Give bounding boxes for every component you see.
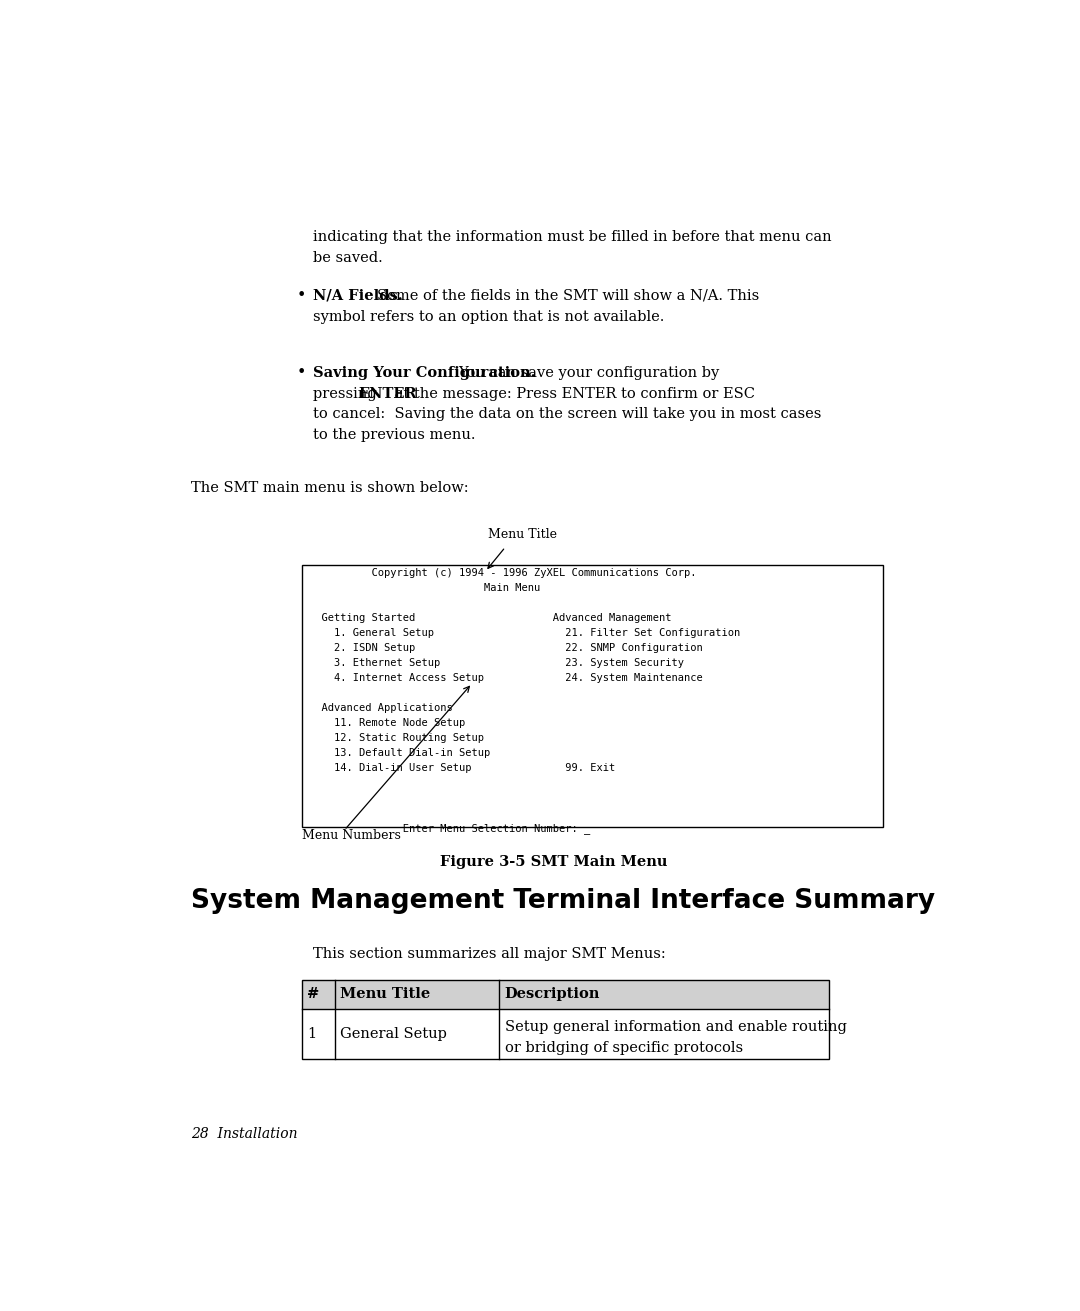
Text: indicating that the information must be filled in before that menu can: indicating that the information must be … (313, 231, 832, 244)
Text: You can save your configuration by: You can save your configuration by (458, 366, 719, 380)
Text: ENTER: ENTER (359, 387, 417, 401)
Text: 14. Dial-in User Setup               99. Exit: 14. Dial-in User Setup 99. Exit (309, 763, 616, 773)
Text: 12. Static Routing Setup: 12. Static Routing Setup (309, 733, 484, 743)
Text: 2. ISDN Setup                        22. SNMP Configuration: 2. ISDN Setup 22. SNMP Configuration (309, 644, 703, 653)
Text: at the message: Press ENTER to confirm or ESC: at the message: Press ENTER to confirm o… (390, 387, 755, 401)
Text: 28  Installation: 28 Installation (191, 1126, 297, 1141)
Text: Figure 3-5 SMT Main Menu: Figure 3-5 SMT Main Menu (440, 855, 667, 869)
Text: Menu Numbers: Menu Numbers (301, 829, 401, 842)
Bar (301, 979, 828, 1009)
Text: General Setup: General Setup (340, 1027, 447, 1041)
Text: Main Menu: Main Menu (309, 583, 541, 593)
Text: to cancel:  Saving the data on the screen will take you in most cases: to cancel: Saving the data on the screen… (313, 408, 822, 421)
Text: to the previous menu.: to the previous menu. (313, 429, 476, 442)
Text: symbol refers to an option that is not available.: symbol refers to an option that is not a… (313, 309, 664, 324)
Text: 4. Internet Access Setup             24. System Maintenance: 4. Internet Access Setup 24. System Main… (309, 674, 703, 683)
Bar (301, 979, 828, 1059)
Text: Copyright (c) 1994 - 1996 ZyXEL Communications Corp.: Copyright (c) 1994 - 1996 ZyXEL Communic… (309, 568, 697, 578)
Text: 1. General Setup                     21. Filter Set Configuration: 1. General Setup 21. Filter Set Configur… (309, 628, 741, 638)
Text: 11. Remote Node Setup: 11. Remote Node Setup (309, 718, 465, 729)
Text: Enter Menu Selection Number: _: Enter Menu Selection Number: _ (309, 823, 591, 834)
Text: #: # (307, 987, 320, 1002)
Text: pressing: pressing (313, 387, 381, 401)
Text: 3. Ethernet Setup                    23. System Security: 3. Ethernet Setup 23. System Security (309, 658, 685, 669)
Text: 13. Default Dial-in Setup: 13. Default Dial-in Setup (309, 749, 490, 758)
Text: Getting Started                      Advanced Management: Getting Started Advanced Management (309, 614, 672, 623)
Text: This section summarizes all major SMT Menus:: This section summarizes all major SMT Me… (313, 947, 666, 961)
Text: Menu Title: Menu Title (340, 987, 431, 1002)
Text: Setup general information and enable routing: Setup general information and enable rou… (504, 1020, 847, 1033)
Text: Menu Title: Menu Title (488, 528, 556, 541)
Text: or bridging of specific protocols: or bridging of specific protocols (504, 1041, 743, 1054)
Text: The SMT main menu is shown below:: The SMT main menu is shown below: (191, 481, 469, 496)
Text: •: • (296, 363, 306, 380)
Text: be saved.: be saved. (313, 250, 383, 265)
Text: Some of the fields in the SMT will show a N/A. This: Some of the fields in the SMT will show … (377, 288, 759, 303)
Text: •: • (296, 287, 306, 304)
Text: 1: 1 (307, 1027, 316, 1041)
Text: Saving Your Configuration.: Saving Your Configuration. (313, 366, 536, 380)
Text: N/A Fields.: N/A Fields. (313, 288, 403, 303)
Text: Advanced Applications: Advanced Applications (309, 703, 454, 713)
Text: System Management Terminal Interface Summary: System Management Terminal Interface Sum… (191, 888, 935, 914)
Text: Description: Description (504, 987, 600, 1002)
Bar (301, 565, 882, 827)
